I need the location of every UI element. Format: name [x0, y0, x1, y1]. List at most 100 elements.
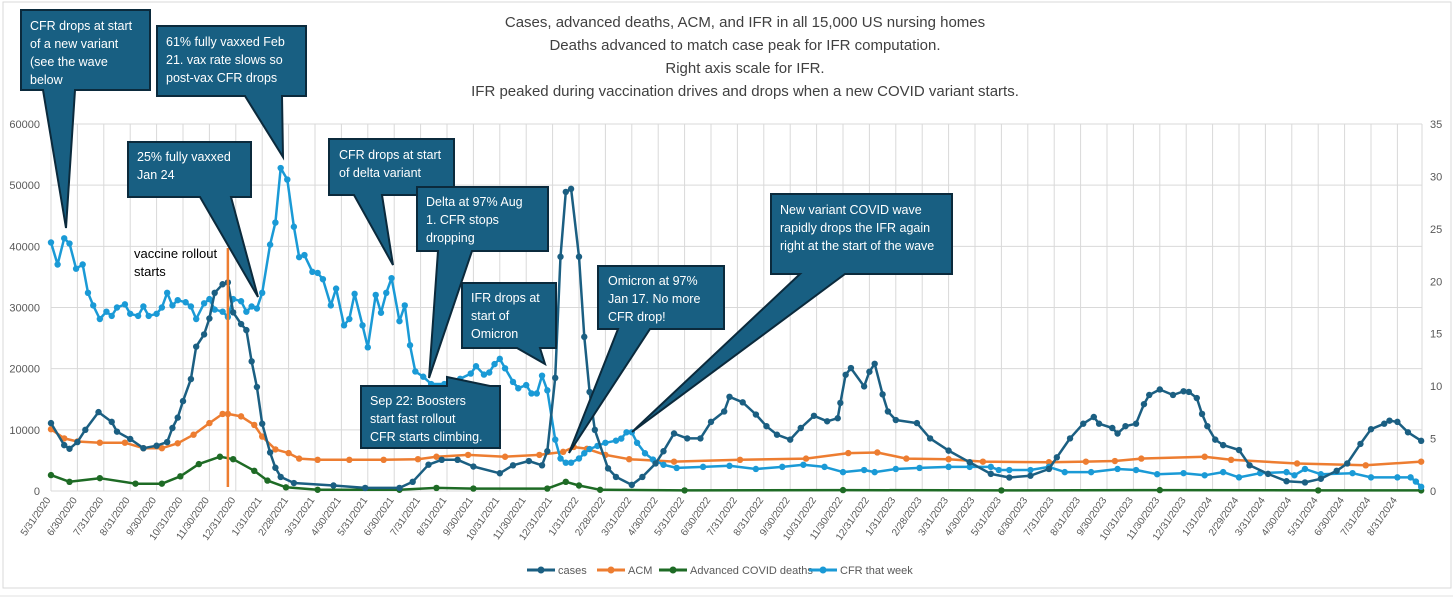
data-point	[200, 331, 208, 338]
data-point	[1201, 453, 1208, 460]
data-point	[1362, 462, 1369, 469]
callout-omicron-97: Omicron at 97% Jan 17. No more CFR drop!	[568, 265, 725, 454]
data-point	[425, 461, 432, 468]
data-point	[821, 463, 828, 471]
callout-text: post-vax CFR drops	[166, 71, 277, 85]
callout-shape	[360, 375, 501, 449]
callout-shape	[127, 141, 259, 298]
data-point	[1180, 388, 1187, 395]
data-point	[623, 429, 630, 436]
data-point	[699, 463, 707, 471]
data-point	[195, 460, 203, 468]
data-point	[377, 309, 385, 316]
data-point	[892, 465, 899, 473]
data-point	[361, 484, 369, 492]
data-point	[121, 301, 129, 308]
data-point	[866, 368, 873, 375]
data-point	[412, 368, 419, 375]
data-point	[113, 304, 121, 311]
data-point	[860, 383, 868, 390]
data-point	[153, 442, 160, 449]
data-point	[330, 482, 337, 489]
data-point	[945, 447, 952, 454]
data-point	[562, 459, 569, 466]
data-point	[612, 437, 620, 444]
data-point	[860, 466, 868, 474]
legend-item: CFR that week	[809, 565, 913, 577]
data-point	[96, 474, 104, 482]
data-point	[802, 455, 810, 462]
data-point	[229, 309, 237, 316]
legend-item: cases	[527, 565, 587, 577]
data-point	[874, 449, 881, 456]
data-point	[1367, 426, 1375, 433]
data-point	[433, 484, 440, 492]
left-tick-label: 10000	[9, 425, 40, 437]
callout-text: CFR starts climbing.	[370, 430, 483, 444]
data-point	[525, 457, 533, 465]
data-point	[193, 315, 200, 323]
data-point	[871, 468, 878, 476]
data-point	[132, 480, 139, 487]
legend-marker	[537, 566, 545, 574]
data-point	[467, 370, 474, 377]
right-tick-label: 5	[1430, 434, 1436, 446]
data-point	[987, 463, 995, 471]
data-point	[562, 188, 569, 196]
data-point	[259, 433, 266, 440]
data-point	[96, 439, 104, 446]
data-point	[1109, 424, 1116, 432]
data-point	[179, 397, 187, 405]
callout-text: 21. vax rate slows so	[166, 53, 283, 67]
data-point	[79, 261, 86, 268]
data-point	[800, 461, 807, 468]
callout-text: start of	[471, 309, 510, 323]
legend-label: cases	[558, 565, 587, 577]
data-point	[1006, 474, 1013, 481]
data-point	[1132, 466, 1140, 474]
data-point	[544, 387, 551, 394]
data-point	[779, 463, 786, 471]
data-point	[237, 413, 245, 420]
data-point	[314, 269, 321, 277]
data-point	[596, 486, 604, 493]
data-point	[1140, 400, 1148, 408]
data-point	[752, 411, 760, 418]
data-point	[134, 312, 142, 320]
chart-title: Cases, advanced deaths, ACM, and IFR in …	[471, 14, 1019, 100]
data-point	[625, 455, 633, 463]
data-point	[174, 296, 181, 304]
callout-text: CFR drops at start	[339, 148, 442, 162]
data-point	[169, 302, 176, 309]
data-point	[290, 223, 298, 230]
data-point	[1317, 471, 1325, 478]
data-point	[486, 369, 493, 376]
data-point	[618, 435, 625, 442]
data-point	[248, 303, 255, 310]
data-point	[987, 470, 995, 478]
data-point	[284, 176, 291, 183]
data-point	[612, 473, 620, 481]
left-tick-label: 40000	[9, 241, 40, 253]
data-point	[60, 435, 68, 442]
callout-text: Omicron at 97%	[608, 274, 698, 288]
callout-text: Jan 24	[137, 168, 175, 182]
data-point	[251, 421, 258, 429]
data-point	[174, 414, 181, 421]
data-point	[544, 448, 551, 455]
left-tick-label: 30000	[9, 303, 40, 315]
data-point	[966, 463, 973, 471]
data-point	[1264, 470, 1272, 478]
data-point	[359, 322, 366, 329]
data-point	[567, 459, 575, 466]
data-point	[823, 418, 831, 425]
data-point	[295, 253, 303, 261]
legend: cases ACM Advanced COVID deaths CFR that we…	[527, 565, 913, 577]
data-point	[945, 455, 952, 463]
title-line: IFR peaked during vaccination drives and…	[471, 83, 1019, 100]
data-point	[372, 291, 379, 299]
left-tick-label: 20000	[9, 364, 40, 376]
callout-shape	[461, 282, 557, 367]
data-point	[726, 393, 733, 401]
data-point	[602, 439, 609, 446]
